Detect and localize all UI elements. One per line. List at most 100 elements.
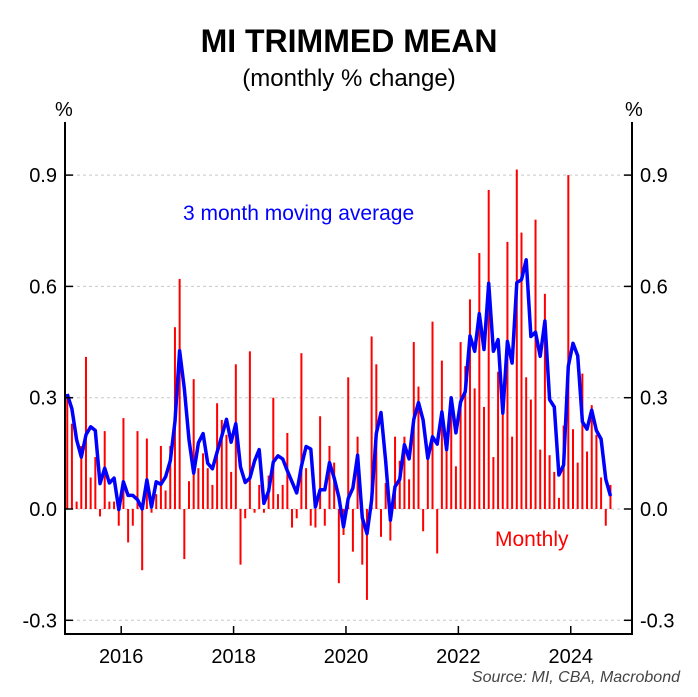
- monthly-bar: [379, 509, 382, 537]
- monthly-bar: [323, 509, 326, 526]
- monthly-bar: [389, 509, 392, 541]
- monthly-bar: [539, 449, 542, 509]
- y-tick-label: 0.3: [640, 388, 668, 410]
- y-unit-left: %: [55, 99, 73, 121]
- monthly-bar: [117, 509, 120, 526]
- moving-average-line: [65, 258, 613, 536]
- monthly-bar: [417, 386, 420, 509]
- monthly-bar: [253, 509, 256, 513]
- monthly-bar: [473, 388, 476, 509]
- monthly-bar: [145, 438, 148, 509]
- monthly-bar: [319, 416, 322, 509]
- axes: [64, 122, 633, 635]
- y-tick-label: 0.0: [640, 499, 668, 521]
- monthly-bar: [99, 509, 102, 517]
- monthly-bar: [347, 377, 350, 509]
- monthly-bar: [276, 494, 279, 509]
- chart-subtitle: (monthly % change): [242, 65, 455, 92]
- monthly-bar: [225, 434, 228, 509]
- monthly-bar: [244, 509, 247, 519]
- monthly-bar: [487, 189, 490, 509]
- monthly-bar: [291, 509, 294, 528]
- monthly-bar: [122, 418, 125, 509]
- monthly-bar: [281, 484, 284, 509]
- monthly-bar: [454, 466, 457, 509]
- plot-frame: [64, 122, 633, 635]
- monthly-bar: [478, 253, 481, 509]
- monthly-bar: [576, 462, 579, 509]
- monthly-bar: [155, 494, 158, 509]
- x-tick-label: 2022: [436, 646, 481, 668]
- x-tick-label: 2020: [324, 646, 369, 668]
- y-ticks-right: -0.3 0.0 0.3 0.6 0.9: [624, 165, 674, 632]
- monthly-bar: [248, 351, 251, 509]
- monthly-bar: [314, 509, 317, 528]
- monthly-bar: [300, 353, 303, 509]
- y-tick-label: 0.9: [29, 165, 57, 187]
- monthly-bar: [272, 397, 275, 509]
- monthly-bar: [337, 509, 340, 584]
- x-tick-label: 2018: [211, 646, 256, 668]
- monthly-bar: [127, 509, 130, 543]
- monthly-bar: [188, 481, 191, 509]
- monthly-bar: [431, 321, 434, 509]
- monthly-bar: [70, 423, 73, 509]
- monthly-bar: [520, 232, 523, 510]
- monthly-bar: [595, 434, 598, 509]
- monthly-bar: [464, 366, 467, 509]
- y-tick-label: -0.3: [23, 610, 57, 632]
- monthly-bar: [197, 468, 200, 509]
- monthly-bar: [202, 453, 205, 509]
- monthly-bar: [543, 293, 546, 509]
- y-tick-label: -0.3: [640, 610, 674, 632]
- monthly-bar: [361, 509, 364, 565]
- monthly-bar: [89, 477, 92, 509]
- monthly-bar: [497, 371, 500, 509]
- monthly-bar: [422, 509, 425, 532]
- monthly-bar: [141, 509, 144, 571]
- y-tick-label: 0.0: [29, 499, 57, 521]
- monthly-bar: [94, 457, 97, 509]
- monthly-bar: [131, 509, 134, 526]
- monthly-bar: [548, 455, 551, 509]
- monthly-bar: [586, 451, 589, 509]
- monthly-bar: [403, 436, 406, 509]
- monthly-bar: [609, 484, 612, 509]
- monthly-bar: [262, 509, 265, 513]
- monthly-bar: [445, 434, 448, 509]
- chart-title: MI TRIMMED MEAN: [201, 23, 498, 59]
- monthly-bar: [370, 336, 373, 509]
- x-tick-label: 2016: [99, 646, 144, 668]
- monthly-bar: [75, 501, 78, 509]
- monthly-bar: [571, 429, 574, 509]
- monthly-bar: [206, 468, 209, 509]
- monthly-bar: [211, 484, 214, 509]
- monthly-bar: [150, 509, 153, 513]
- monthly-bar: [459, 342, 462, 509]
- monthly-bar: [295, 509, 298, 519]
- monthly-bar: [398, 460, 401, 509]
- y-tick-label: 0.6: [29, 276, 57, 298]
- monthly-bar: [183, 509, 186, 560]
- y-ticks-left: -0.3 0.0 0.3 0.6 0.9: [23, 165, 73, 632]
- monthly-bar: [534, 219, 537, 509]
- monthly-bar: [501, 410, 504, 509]
- monthly-bar: [581, 373, 584, 509]
- monthly-bar: [230, 471, 233, 509]
- monthly-bar: [164, 490, 167, 509]
- monthly-bar: [440, 360, 443, 509]
- monthly-bar: [600, 477, 603, 509]
- monthly-bar: [506, 241, 509, 509]
- bar-series-label: Monthly: [495, 528, 569, 551]
- monthly-bar: [113, 501, 116, 509]
- monthly-bar: [529, 399, 532, 509]
- monthly-bar: [365, 509, 368, 600]
- monthly-bar: [169, 445, 172, 509]
- monthly-bar: [483, 406, 486, 509]
- monthly-bar: [80, 445, 83, 509]
- monthly-bar: [450, 397, 453, 509]
- y-tick-label: 0.3: [29, 388, 57, 410]
- monthly-bar: [394, 436, 397, 509]
- monthly-bar: [220, 419, 223, 509]
